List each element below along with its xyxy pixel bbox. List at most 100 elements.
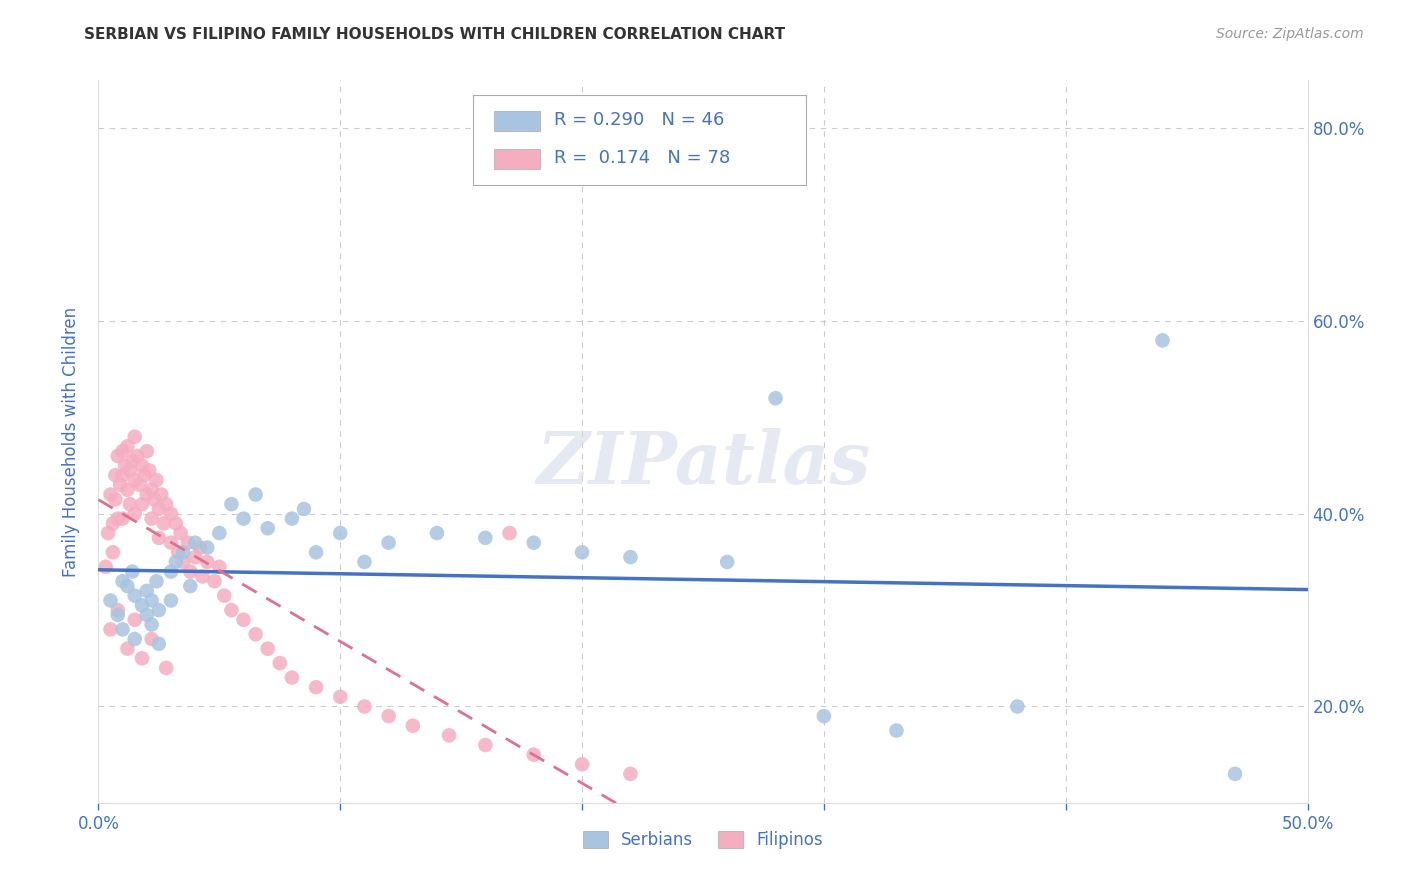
Point: [138, 463, 160, 477]
Point: [118, 497, 141, 511]
Point: [121, 565, 143, 579]
Point: [148, 603, 170, 617]
Point: [117, 483, 139, 497]
Point: [498, 526, 520, 541]
Point: [221, 603, 243, 617]
Point: [100, 487, 122, 501]
FancyBboxPatch shape: [494, 111, 540, 131]
Point: [124, 613, 146, 627]
Point: [177, 535, 200, 549]
Point: [131, 497, 153, 511]
Point: [377, 535, 399, 549]
Point: [152, 516, 174, 531]
Point: [179, 579, 201, 593]
Point: [305, 545, 328, 559]
Point: [160, 507, 183, 521]
Point: [377, 709, 399, 723]
Point: [104, 492, 127, 507]
Point: [474, 531, 496, 545]
Point: [97, 526, 120, 541]
Point: [165, 516, 187, 531]
Legend: Serbians, Filipinos: Serbians, Filipinos: [576, 824, 830, 856]
Point: [131, 599, 153, 613]
Point: [208, 559, 231, 574]
Point: [101, 545, 124, 559]
Point: [353, 699, 375, 714]
Point: [131, 651, 153, 665]
Point: [292, 502, 315, 516]
Point: [148, 637, 170, 651]
Point: [117, 579, 139, 593]
Point: [184, 550, 207, 565]
Point: [571, 545, 593, 559]
Point: [114, 458, 136, 473]
Point: [104, 468, 127, 483]
Point: [305, 680, 328, 694]
Text: Source: ZipAtlas.com: Source: ZipAtlas.com: [1216, 27, 1364, 41]
Point: [160, 593, 183, 607]
Point: [135, 583, 157, 598]
Point: [134, 468, 156, 483]
Point: [474, 738, 496, 752]
Text: R = 0.290   N = 46: R = 0.290 N = 46: [554, 111, 724, 129]
Point: [148, 502, 170, 516]
Point: [124, 473, 146, 487]
Point: [208, 526, 231, 541]
Point: [145, 473, 167, 487]
Point: [256, 641, 278, 656]
Point: [281, 671, 304, 685]
Point: [886, 723, 908, 738]
Point: [107, 449, 129, 463]
Point: [124, 632, 146, 646]
Point: [195, 541, 218, 555]
Point: [117, 641, 139, 656]
Point: [155, 661, 177, 675]
Point: [269, 656, 291, 670]
Text: R =  0.174   N = 78: R = 0.174 N = 78: [554, 149, 731, 168]
Point: [191, 569, 214, 583]
Point: [111, 623, 134, 637]
Point: [135, 487, 157, 501]
Point: [111, 511, 134, 525]
Point: [426, 526, 449, 541]
Point: [204, 574, 226, 589]
Point: [118, 463, 141, 477]
Point: [141, 632, 163, 646]
Point: [107, 603, 129, 617]
Point: [124, 430, 146, 444]
Point: [124, 589, 146, 603]
Point: [619, 550, 641, 565]
Point: [141, 483, 163, 497]
Point: [245, 487, 267, 501]
Point: [184, 535, 207, 549]
Point: [141, 511, 163, 525]
Point: [101, 516, 124, 531]
Point: [131, 458, 153, 473]
Point: [179, 565, 201, 579]
Point: [523, 535, 546, 549]
Point: [523, 747, 546, 762]
Point: [329, 526, 352, 541]
Point: [127, 449, 149, 463]
Point: [124, 507, 146, 521]
Point: [135, 444, 157, 458]
Point: [716, 555, 738, 569]
Point: [111, 574, 134, 589]
Point: [195, 555, 218, 569]
Point: [100, 593, 122, 607]
FancyBboxPatch shape: [474, 95, 806, 185]
Text: SERBIAN VS FILIPINO FAMILY HOUSEHOLDS WITH CHILDREN CORRELATION CHART: SERBIAN VS FILIPINO FAMILY HOUSEHOLDS WI…: [84, 27, 786, 42]
Point: [165, 555, 187, 569]
Point: [167, 545, 190, 559]
Point: [100, 623, 122, 637]
Point: [402, 719, 425, 733]
Point: [160, 535, 183, 549]
Point: [141, 617, 163, 632]
Point: [155, 497, 177, 511]
Point: [111, 468, 134, 483]
Point: [107, 607, 129, 622]
Point: [353, 555, 375, 569]
Point: [329, 690, 352, 704]
Point: [765, 391, 787, 405]
Point: [437, 728, 460, 742]
